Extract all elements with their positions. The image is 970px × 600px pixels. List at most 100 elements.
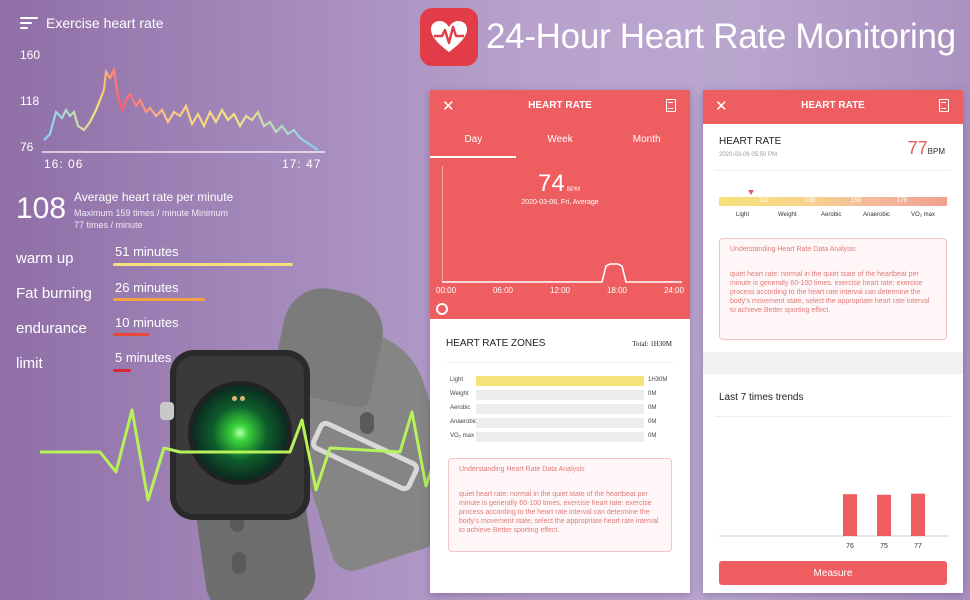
zone-name: warm up bbox=[16, 250, 74, 267]
avg-heart-rate-value: 108 bbox=[16, 192, 67, 225]
phone-screen-day-view: ✕ HEART RATE Day Week Month 74 BPM 2020-… bbox=[430, 90, 690, 593]
zone-warm-up-value: 51 minutes bbox=[115, 244, 179, 259]
divider bbox=[446, 362, 674, 363]
document-icon[interactable] bbox=[666, 99, 676, 112]
active-tab-indicator bbox=[430, 156, 516, 158]
scale-label: VO₂ max bbox=[911, 212, 935, 218]
zone-fat-burning-value: 26 minutes bbox=[115, 280, 179, 295]
zone-label: Aerobic bbox=[450, 405, 471, 411]
zone-name: Fat burning bbox=[16, 285, 92, 302]
smartwatch-image bbox=[160, 280, 473, 600]
scale-label: Light bbox=[736, 212, 750, 218]
menu-lines-icon bbox=[20, 14, 38, 32]
zone-value: 0M bbox=[648, 433, 657, 439]
zone-fat-burning: Fat burning bbox=[16, 285, 92, 303]
scale-label: Aerobic bbox=[821, 212, 842, 218]
tab-week[interactable]: Week bbox=[547, 134, 573, 145]
zones-title: HEART RATE ZONES bbox=[446, 338, 546, 349]
ecg-pulse-line bbox=[40, 408, 480, 502]
phone-screen-detail-view: ✕ HEART RATE HEART RATE 2020-03-06 05:50… bbox=[703, 90, 963, 593]
zone-row-light: Light 1H30M bbox=[450, 376, 676, 386]
zone-limit-value: 5 minutes bbox=[115, 350, 172, 365]
current-zone-pointer bbox=[748, 190, 754, 195]
section-gap bbox=[703, 352, 963, 374]
page-header: 24-Hour Heart Rate Monitoring bbox=[420, 8, 956, 66]
page-title: 24-Hour Heart Rate Monitoring bbox=[486, 17, 956, 56]
green-sensor-icon bbox=[192, 385, 288, 481]
watch-crown bbox=[160, 402, 174, 420]
zone-fill bbox=[476, 376, 644, 386]
bpm-unit: BPM bbox=[567, 187, 581, 193]
heart-pulse-icon bbox=[420, 8, 478, 66]
zone-warm-up: warm up bbox=[16, 250, 74, 268]
bpm-unit: BPM bbox=[927, 147, 945, 156]
trend-bar bbox=[911, 493, 925, 536]
info-box: Understanding Heart Rate Data Analysis q… bbox=[719, 238, 947, 340]
phone2-title: HEART RATE bbox=[801, 100, 865, 111]
avg-label: Average heart rate per minute bbox=[74, 190, 234, 204]
x-tick: 24:00 bbox=[663, 286, 684, 295]
x-tick: 18:00 bbox=[606, 286, 627, 295]
zone-value: 0M bbox=[648, 419, 657, 425]
x-tick: 06:00 bbox=[492, 286, 514, 295]
zone-row-weight: Weight 0M bbox=[450, 390, 676, 400]
zone-row-aerobic: Aerobic 0M bbox=[450, 404, 676, 414]
close-icon[interactable]: ✕ bbox=[442, 98, 455, 115]
zone-scale-bar bbox=[719, 197, 947, 206]
zone-label: Light bbox=[450, 377, 464, 383]
bpm-readout: 77BPM bbox=[908, 138, 945, 159]
trend-bar-label: 75 bbox=[880, 543, 888, 550]
trend-bar bbox=[877, 494, 891, 536]
phone2-header: ✕ HEART RATE bbox=[703, 90, 963, 124]
zone-warm-up-bar bbox=[113, 263, 293, 266]
section-title: HEART RATE bbox=[719, 136, 782, 147]
scale-label: Weight bbox=[778, 212, 797, 218]
measure-button[interactable]: Measure bbox=[719, 561, 947, 585]
document-icon[interactable] bbox=[939, 99, 949, 112]
zone-label: Weight bbox=[450, 391, 469, 397]
tab-day[interactable]: Day bbox=[464, 134, 483, 145]
x-tick: 12:00 bbox=[549, 286, 570, 295]
avg-heart-rate-text: Average heart rate per minute Maximum 15… bbox=[74, 190, 274, 231]
info-box: Understanding Heart Rate Data Analysis q… bbox=[448, 458, 672, 552]
info-body: quiet heart rate: normal in the quiet st… bbox=[459, 491, 659, 534]
exercise-line bbox=[43, 66, 319, 151]
zone-label: Anaerobic bbox=[450, 419, 478, 425]
info-body: quiet heart rate: normal in the quiet st… bbox=[730, 271, 930, 314]
zone-limit-bar bbox=[113, 369, 131, 372]
zone-endurance: endurance bbox=[16, 320, 87, 338]
zone-row-anaerobic: Anaerobic 0M bbox=[450, 418, 676, 428]
day-date-text: 2020-03-06, Fri, Average bbox=[521, 199, 599, 206]
period-tabs: Day Week Month bbox=[430, 126, 690, 158]
x-tick: 00:00 bbox=[436, 286, 457, 295]
avg-bpm-value: 74 bbox=[538, 170, 565, 197]
strap-hole bbox=[232, 552, 246, 574]
tab-month[interactable]: Month bbox=[632, 134, 661, 145]
zone-name: endurance bbox=[16, 320, 87, 337]
zone-label: VO₂ max bbox=[450, 433, 474, 439]
zone-row-vo2max: VO₂ max 0M bbox=[450, 432, 676, 442]
phone1-header: ✕ HEART RATE Day Week Month 74 BPM 2020-… bbox=[430, 90, 690, 319]
zones-total: Total: 1H30M bbox=[632, 340, 672, 348]
timeline-slider-handle[interactable] bbox=[436, 303, 448, 315]
info-title: Understanding Heart Rate Data Analysis bbox=[459, 466, 585, 473]
exercise-title: Exercise heart rate bbox=[20, 14, 164, 32]
measure-date: 2020-03-06 05:50 PM bbox=[719, 152, 778, 158]
trend-bar-label: 76 bbox=[846, 543, 854, 550]
exercise-title-text: Exercise heart rate bbox=[46, 15, 164, 31]
day-x-ticks: 00:00 06:00 12:00 18:00 24:00 bbox=[436, 286, 684, 295]
divider bbox=[715, 416, 951, 417]
phone1-title: HEART RATE bbox=[528, 100, 592, 111]
avg-detail-2: 77 times / minute bbox=[74, 220, 143, 230]
trend-bar-label: 77 bbox=[914, 543, 922, 550]
day-heart-rate-chart bbox=[442, 166, 682, 283]
zone-value: 0M bbox=[648, 405, 657, 411]
trend-bar-chart: 76 75 77 bbox=[719, 493, 949, 550]
avg-detail-1: Maximum 159 times / minute Minimum bbox=[74, 208, 229, 218]
scale-number: 178 bbox=[897, 198, 908, 204]
exercise-heart-rate-chart bbox=[42, 66, 325, 153]
info-title: Understanding Heart Rate Data Analysis bbox=[730, 246, 856, 253]
trend-title: Last 7 times trends bbox=[719, 392, 804, 403]
close-icon[interactable]: ✕ bbox=[715, 98, 728, 115]
